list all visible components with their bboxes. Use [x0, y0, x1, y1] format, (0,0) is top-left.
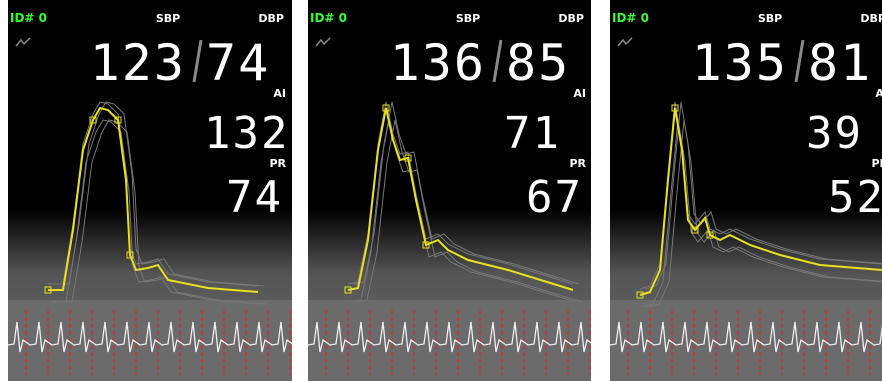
- ai-value: 39: [806, 108, 863, 159]
- screens: ID# 0SBPDBP12374AI132PR74ID# 0SBPDBP1368…: [0, 0, 882, 381]
- sbp-label: SBP: [758, 12, 782, 25]
- ai-value: 132: [204, 108, 289, 159]
- sbp-value: 136: [390, 34, 486, 92]
- ecg-area: [308, 300, 591, 381]
- id-label: ID# 0: [10, 11, 47, 25]
- ecg-area: [8, 300, 292, 381]
- sbp-label: SBP: [156, 12, 180, 25]
- dbp-value: 74: [206, 34, 270, 92]
- pr-value: 74: [226, 172, 283, 223]
- dbp-label: DBP: [258, 12, 284, 25]
- dbp-value: 81: [808, 34, 872, 92]
- pr-value: 67: [526, 172, 583, 223]
- sbp-value: 123: [90, 34, 186, 92]
- id-label: ID# 0: [612, 11, 649, 25]
- pr-label: PR: [871, 157, 882, 170]
- pr-label: PR: [569, 157, 586, 170]
- ai-label: AI: [573, 87, 586, 100]
- dbp-label: DBP: [860, 12, 882, 25]
- pr-value: 52: [828, 172, 882, 223]
- sbp-label: SBP: [456, 12, 480, 25]
- pr-label: PR: [269, 157, 286, 170]
- dbp-label: DBP: [558, 12, 584, 25]
- device-screen: ID# 0 SBP DBP 135 81AI 39 PR 52: [610, 0, 882, 381]
- dbp-value: 85: [506, 34, 570, 92]
- ai-label: AI: [875, 87, 882, 100]
- sbp-value: 135: [692, 34, 788, 92]
- ai-value: 71: [504, 108, 561, 159]
- id-label: ID# 0: [310, 11, 347, 25]
- ai-label: AI: [273, 87, 286, 100]
